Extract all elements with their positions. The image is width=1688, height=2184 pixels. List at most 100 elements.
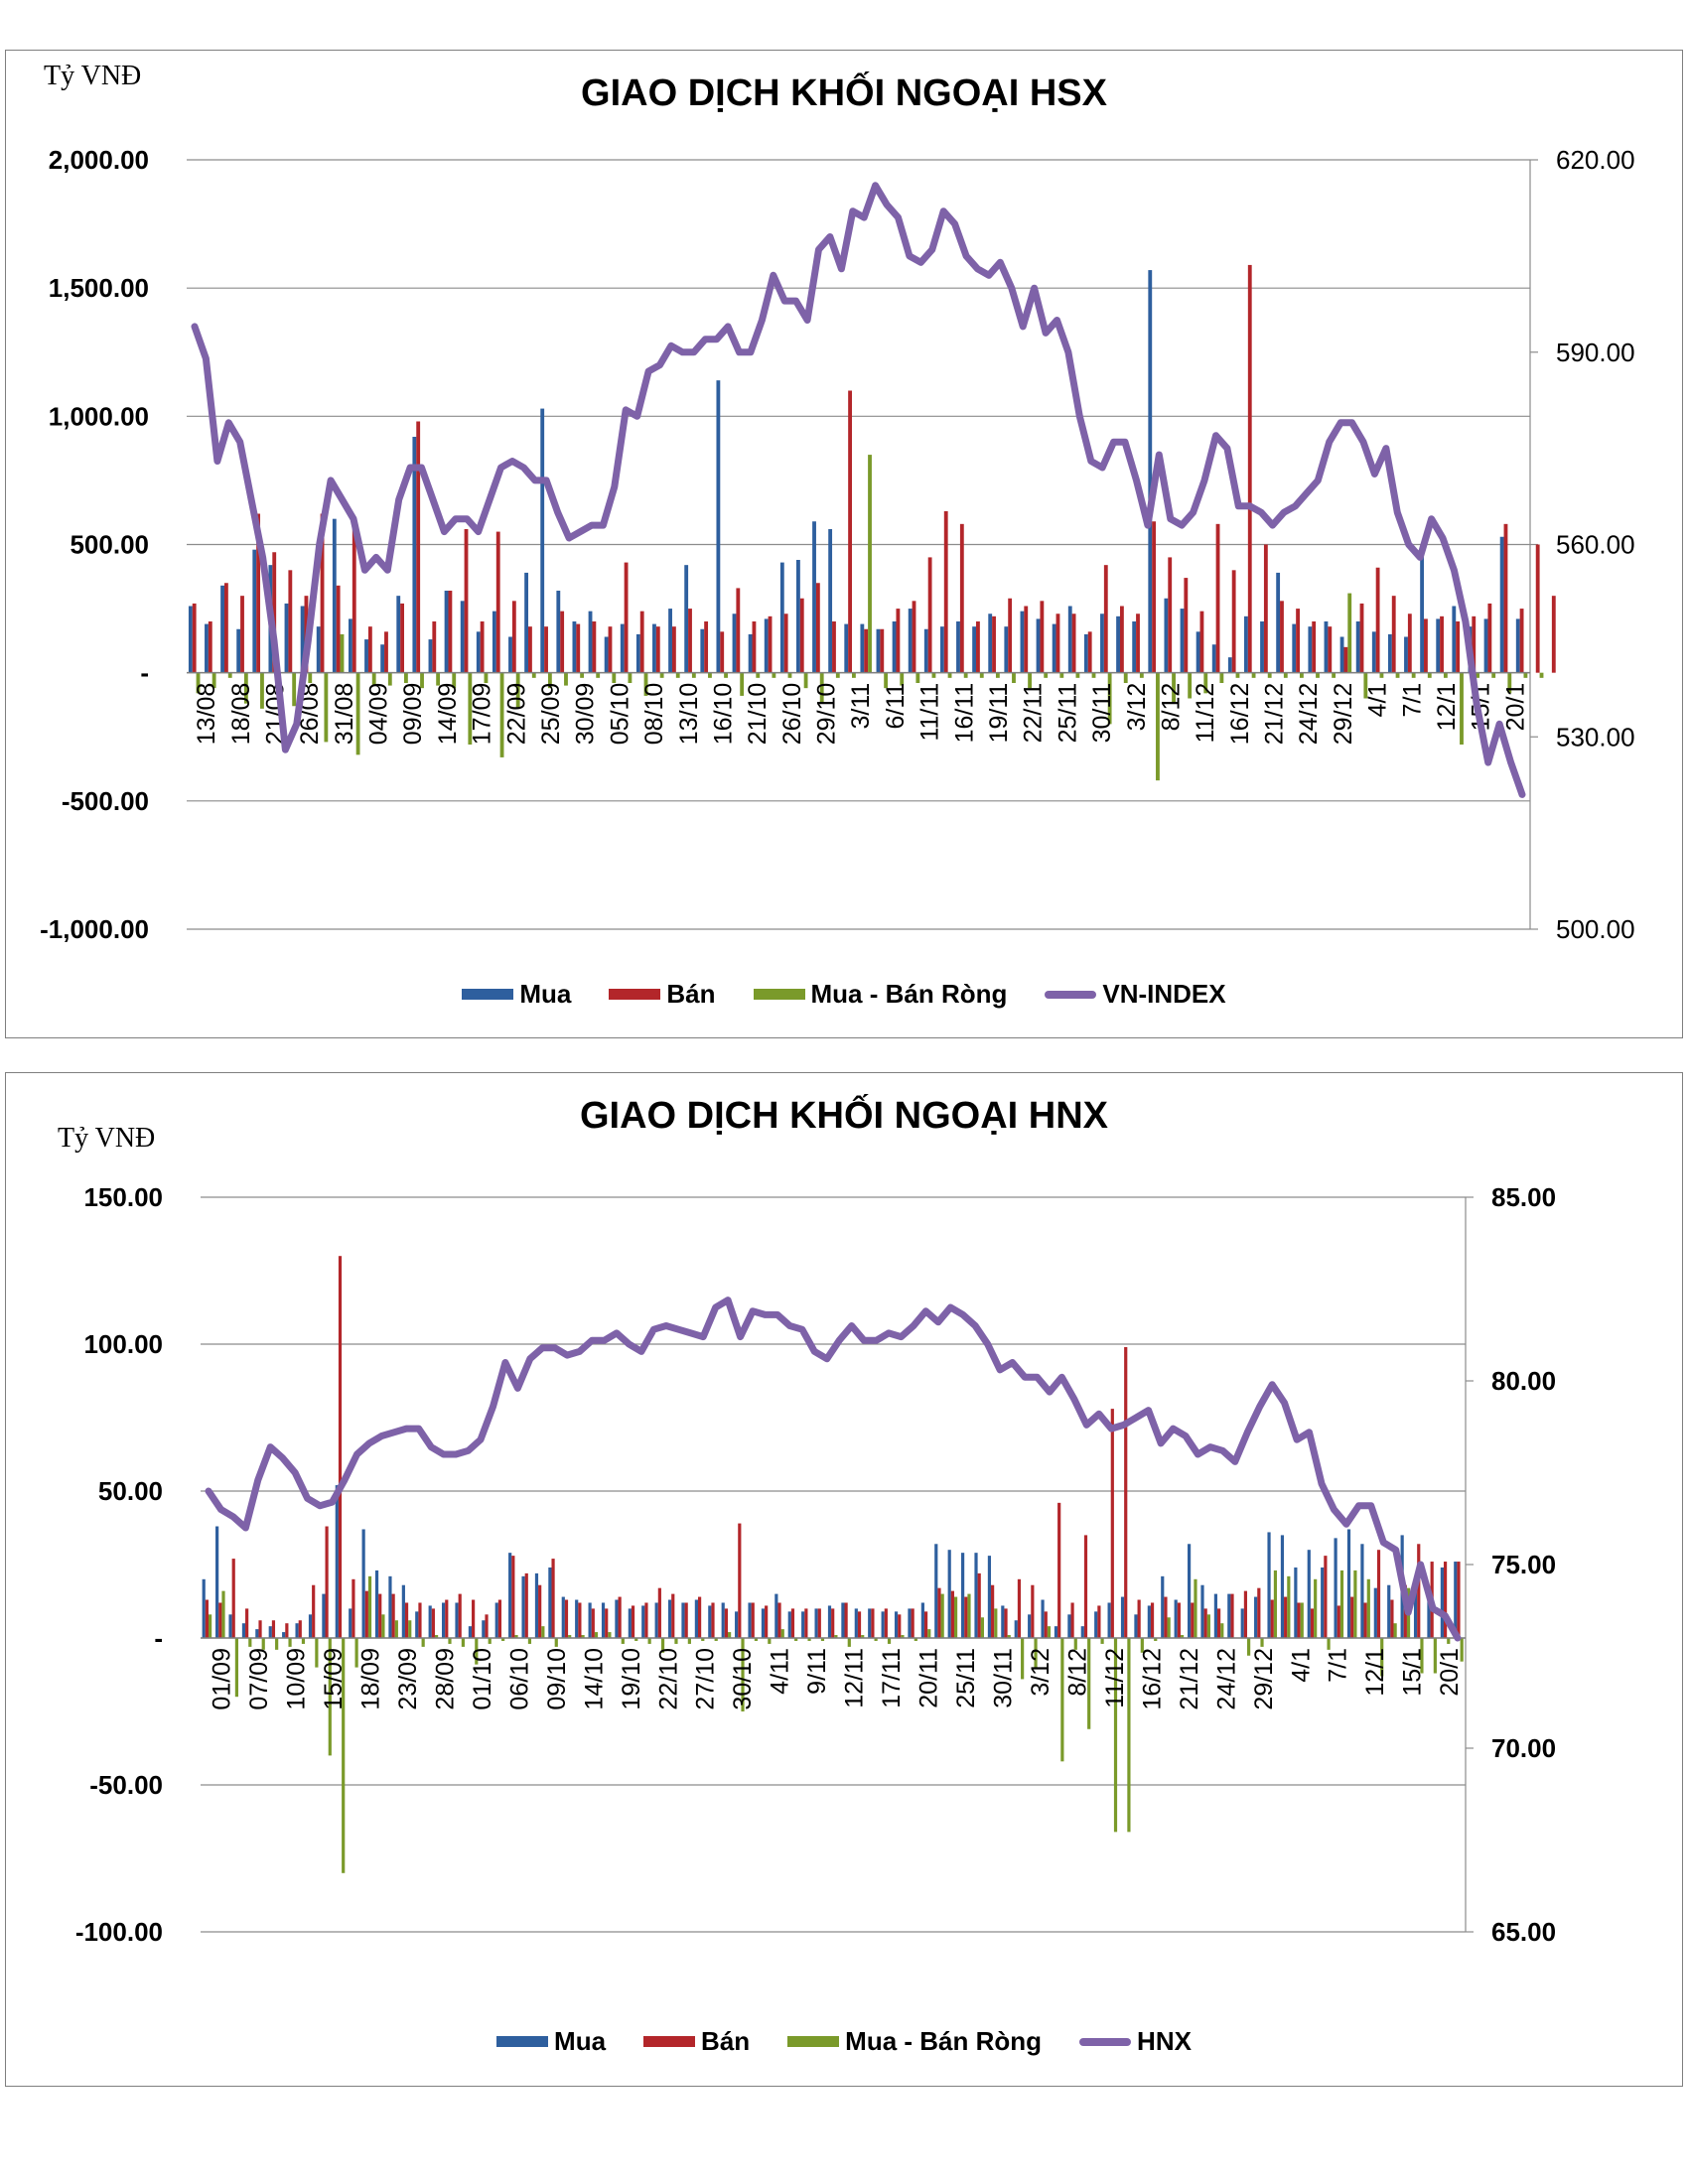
hsx-x-tick-label: 31/08 [331, 683, 358, 746]
hsx-bar-buy [1404, 636, 1408, 673]
hsx-bar-buy [923, 628, 928, 673]
hnx-bar-buy [335, 1485, 339, 1638]
hnx-bar-buy [1187, 1544, 1192, 1638]
hsx-legend-buy: Mua [462, 979, 571, 1010]
legend-swatch-buy [496, 2036, 549, 2047]
hnx-bar-buy [1120, 1596, 1125, 1638]
hnx-bar-net [315, 1638, 319, 1668]
hnx-bar-buy [482, 1620, 486, 1638]
hnx-y-tick-label: 50.00 [98, 1476, 163, 1506]
hnx-bar-buy [814, 1608, 818, 1638]
hsx-bar-sell [560, 611, 565, 673]
hnx-bar-net [1167, 1617, 1171, 1638]
hsx-bar-net [1379, 672, 1384, 678]
hnx-bar-sell [950, 1590, 954, 1638]
hnx-bar-buy [628, 1608, 632, 1638]
hnx-x-tick-label: 14/10 [580, 1648, 608, 1710]
hsx-bar-buy [188, 606, 193, 673]
hsx-bar-buy [364, 639, 368, 673]
hnx-legend-net: Mua - Bán Ròng [787, 2026, 1042, 2057]
hnx-bar-net [980, 1617, 984, 1638]
hsx-x-tick-label: 11/12 [1192, 683, 1219, 744]
hnx-bar-net [394, 1620, 398, 1638]
hsx-bar-sell [976, 621, 980, 673]
hsx-bar-net [659, 672, 664, 678]
hsx-bar-sell [1136, 614, 1140, 673]
hnx-bar-sell [511, 1556, 515, 1638]
hnx-bar-sell [564, 1599, 569, 1638]
hnx-bar-net [1300, 1602, 1304, 1638]
hnx-bar-net [807, 1638, 811, 1641]
hsx-bar-buy [748, 633, 753, 673]
hnx-bar-sell [977, 1572, 981, 1638]
hsx-y2-tick-label: 620.00 [1556, 145, 1635, 175]
hsx-bar-sell [1456, 621, 1461, 673]
legend-swatch-sell [609, 989, 661, 1000]
hnx-bar-buy [841, 1602, 845, 1638]
hsx-bar-sell [815, 583, 820, 673]
hnx-bar-sell [1443, 1562, 1448, 1638]
hnx-x-tick-label: 29/12 [1250, 1648, 1278, 1710]
hnx-bar-sell [724, 1608, 729, 1638]
hnx-bar-net [448, 1638, 452, 1644]
hnx-bar-buy [774, 1593, 778, 1638]
hnx-bar-buy [268, 1626, 272, 1638]
hnx-y-tick-label: 100.00 [83, 1329, 163, 1359]
hsx-bar-buy [1371, 631, 1376, 673]
hnx-x-tick-label: 15/09 [320, 1648, 348, 1710]
hnx-x-tick-label: 11/12 [1101, 1648, 1129, 1708]
hsx-x-tick-label: 29/10 [813, 683, 841, 746]
hnx-bar-buy [1227, 1593, 1231, 1638]
hnx-bar-buy [1001, 1605, 1005, 1638]
hnx-bar-sell [391, 1593, 395, 1638]
hsx-x-tick-label: 11/11 [916, 683, 944, 742]
hnx-bar-sell [1257, 1587, 1261, 1638]
hsx-bar-net [531, 672, 536, 678]
hsx-bar-buy [1116, 615, 1120, 673]
hnx-x-tick-label: 15/1 [1399, 1648, 1427, 1697]
hsx-bar-net [1188, 672, 1193, 699]
hsx-bar-net [1316, 672, 1320, 678]
hsx-bar-net [260, 672, 264, 709]
hsx-bar-buy [284, 603, 289, 673]
hnx-legend: Mua Bán Mua - Bán Ròng HNX [6, 2026, 1682, 2057]
hnx-bar-sell [1336, 1605, 1340, 1638]
legend-swatch-sell [643, 2036, 696, 2047]
hnx-bar-net [1140, 1638, 1144, 1653]
hnx-bar-sell [231, 1559, 235, 1638]
hsx-bar-buy [349, 618, 352, 673]
hsx-bar-buy [1148, 270, 1153, 673]
hnx-bar-buy [1413, 1578, 1418, 1638]
hsx-bar-buy [1132, 621, 1137, 673]
hsx-bar-net [803, 672, 808, 689]
hsx-bar-sell [671, 626, 676, 673]
hsx-bar-net [211, 672, 216, 689]
hsx-bar-net [196, 672, 201, 694]
hsx-y-tick-label: -500.00 [62, 786, 149, 816]
hsx-bar-net [1460, 672, 1464, 745]
hsx-y-tick-label: 500.00 [70, 530, 149, 560]
hsx-bar-buy [1339, 636, 1344, 673]
hnx-y-tick-label: - [154, 1623, 163, 1653]
hnx-x-tick-label: 07/09 [245, 1648, 273, 1710]
hsx-bar-net [1347, 593, 1352, 673]
hsx-bar-buy [316, 626, 321, 673]
hnx-bar-net [1353, 1570, 1357, 1638]
hnx-unit-label: Tỷ VNĐ [58, 1123, 156, 1154]
hsx-y2-tick-label: 560.00 [1556, 530, 1635, 560]
hnx-x-tick-label: 20/11 [915, 1648, 943, 1708]
hnx-bar-net [1073, 1638, 1077, 1650]
hnx-x-tick-label: 19/10 [618, 1648, 645, 1710]
hsx-legend-sell: Bán [609, 979, 716, 1010]
hnx-bar-net [847, 1638, 851, 1647]
hnx-bar-buy [215, 1526, 219, 1638]
hnx-bar-sell [1417, 1544, 1421, 1638]
hsx-bar-sell [768, 615, 773, 673]
hnx-bar-sell [205, 1599, 209, 1638]
hsx-bar-sell [880, 628, 885, 673]
hsx-bar-buy [428, 639, 433, 673]
hnx-x-tick-label: 12/11 [841, 1648, 869, 1708]
hsx-bar-buy [1276, 572, 1281, 673]
hnx-bar-net [1034, 1638, 1038, 1668]
hsx-bar-sell [1535, 544, 1540, 673]
